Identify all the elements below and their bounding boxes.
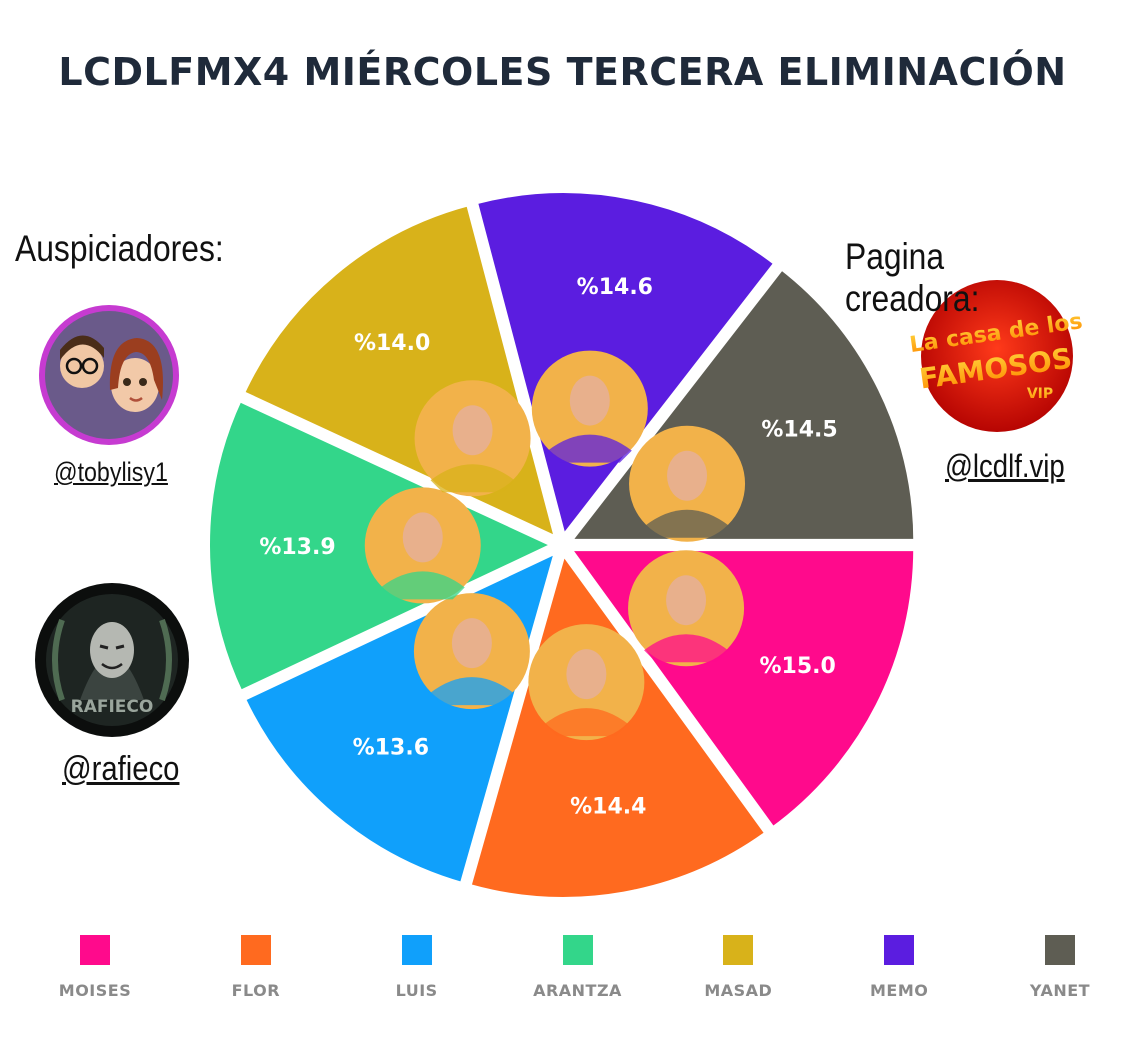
contestant-avatar-flor (528, 624, 645, 741)
slice-labels: %15.0 %14.4 %13.6 %13.9 %14.0 %14.6 %14.5 (259, 275, 837, 820)
legend-swatch (1045, 935, 1075, 965)
legend-item-flor: FLOR (186, 935, 326, 1000)
slice-value-label-flor: %14.4 (570, 794, 646, 819)
legend-label: MASAD (704, 981, 773, 1000)
sponsor-handle-tobylisy1[interactable]: @tobylisy1 (54, 457, 168, 487)
legend-item-memo: MEMO (829, 935, 969, 1000)
svg-text:VIP: VIP (1027, 386, 1053, 402)
slice-value-label-masad: %14.0 (354, 331, 430, 356)
legend-item-arantza: ARANTZA (508, 935, 648, 1000)
contestant-avatar-yanet (629, 425, 746, 542)
legend-label: MEMO (869, 981, 929, 1000)
legend-swatch (401, 935, 432, 965)
rafieco-logo-icon[interactable]: RAFIECO (35, 583, 189, 737)
chart-legend: MOISES FLOR LUIS ARANTZA MASAD MEMO YANET (0, 935, 1125, 1015)
legend-label: ARANTZA (533, 981, 622, 1000)
legend-swatch (884, 935, 915, 965)
slice-value-label-yanet: %14.5 (761, 418, 837, 443)
la-casa-de-los-famosos-logo-icon[interactable]: La casa de los FAMOSOS VIP (908, 280, 1084, 432)
legend-label: YANET (1029, 981, 1091, 1000)
svg-text:RAFIECO: RAFIECO (71, 697, 154, 717)
legend-swatch (80, 935, 110, 965)
slice-value-label-memo: %14.6 (577, 275, 653, 300)
tobylisy1-avatar-icon[interactable] (39, 305, 179, 445)
legend-swatch (723, 935, 754, 965)
slice-avatars (364, 350, 746, 741)
chart-title: LCDLFMX4 MIÉRCOLES TERCERA ELIMINACIÓN (58, 50, 1067, 94)
legend-label: MOISES (58, 981, 132, 1000)
legend-label: LUIS (395, 981, 438, 1000)
slice-value-label-arantza: %13.9 (259, 535, 335, 560)
legend-swatch (562, 935, 593, 965)
legend-item-luis: LUIS (347, 935, 487, 1000)
slice-value-label-luis: %13.6 (353, 736, 429, 761)
legend-label: FLOR (231, 981, 281, 1000)
legend-item-masad: MASAD (668, 935, 808, 1000)
creator-heading: Pagina creadora: (845, 236, 980, 319)
contestant-avatar-arantza (364, 487, 481, 604)
legend-item-yanet: YANET (990, 935, 1125, 1000)
sponsor-handle-rafieco[interactable]: @rafieco (62, 750, 180, 788)
contestant-avatar-memo (531, 350, 648, 467)
contestant-avatar-luis (413, 593, 530, 710)
legend-swatch (240, 935, 271, 965)
contestant-avatar-masad (414, 380, 531, 497)
contestant-avatar-moises (628, 550, 745, 667)
sponsors-heading: Auspiciadores: (15, 228, 224, 269)
legend-item-moises: MOISES (25, 935, 165, 1000)
creator-handle[interactable]: @lcdlf.vip (945, 448, 1065, 484)
slice-value-label-moises: %15.0 (760, 654, 836, 679)
